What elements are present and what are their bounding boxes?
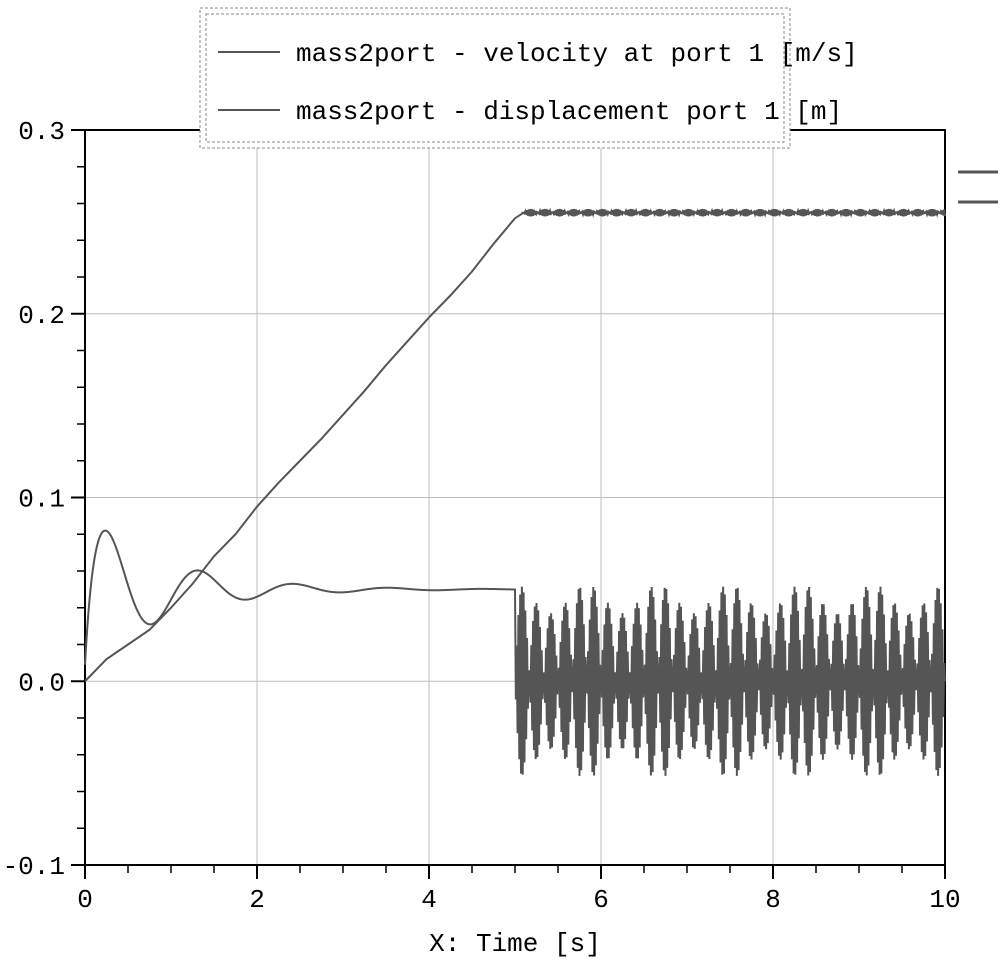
legend: mass2port - velocity at port 1 [m/s] mass… [200,8,858,148]
series-velocity [85,531,945,776]
svg-text:0.3: 0.3 [18,117,65,147]
svg-text:2: 2 [249,885,265,915]
series-group [85,209,945,776]
svg-text:0.1: 0.1 [18,485,65,515]
legend-label: mass2port - displacement port 1 [m] [296,97,842,127]
side-legend-marks [958,172,998,202]
legend-label: mass2port - velocity at port 1 [m/s] [296,39,858,69]
svg-text:-0.1: -0.1 [3,852,65,882]
chart-container: 0 2 4 6 8 10 -0.1 0.0 0.1 0.2 0.3 X: Time [s] mass… [0,0,1000,971]
svg-text:0.0: 0.0 [18,668,65,698]
svg-text:6: 6 [593,885,609,915]
svg-text:4: 4 [421,885,437,915]
x-axis-label: X: Time [s] [429,929,601,959]
svg-text:8: 8 [765,885,781,915]
chart-svg: 0 2 4 6 8 10 -0.1 0.0 0.1 0.2 0.3 X: Time [s] mass… [0,0,1000,971]
tick-labels: 0 2 4 6 8 10 -0.1 0.0 0.1 0.2 0.3 [3,117,961,915]
svg-text:0.2: 0.2 [18,301,65,331]
grid-major [85,130,945,865]
svg-text:0: 0 [77,885,93,915]
svg-text:10: 10 [929,885,960,915]
